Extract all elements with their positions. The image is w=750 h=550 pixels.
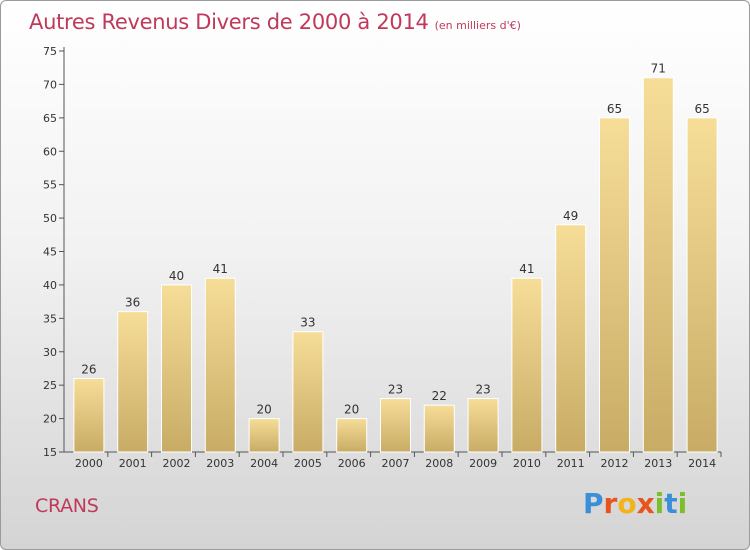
data-label: 49: [563, 209, 578, 223]
y-tick-label: 15: [43, 446, 57, 459]
data-label: 71: [651, 62, 666, 76]
bar: [161, 284, 192, 453]
x-tick-label: 2005: [294, 457, 322, 470]
bar: [599, 117, 630, 453]
data-label: 65: [607, 102, 622, 116]
data-label: 33: [300, 316, 315, 330]
y-tick-label: 75: [43, 45, 57, 58]
x-tick-label: 2008: [425, 457, 453, 470]
x-tick-label: 2010: [513, 457, 541, 470]
x-tick-label: 2003: [206, 457, 234, 470]
data-label: 40: [169, 269, 184, 283]
data-label: 20: [256, 403, 271, 417]
x-tick-label: 2009: [469, 457, 497, 470]
chart-title: Autres Revenus Divers de 2000 à 2014 (en …: [29, 10, 521, 34]
bar: [204, 277, 236, 453]
y-tick-label: 60: [43, 145, 57, 158]
bar: [555, 224, 587, 453]
y-tick-label: 30: [43, 346, 57, 359]
y-tick-label: 55: [43, 179, 57, 192]
x-tick-label: 2007: [382, 457, 410, 470]
commune-name: CRANS: [35, 495, 99, 517]
bar: [73, 377, 105, 453]
bar: [336, 418, 368, 453]
x-tick-label: 2004: [250, 457, 278, 470]
data-label: 20: [344, 403, 359, 417]
data-label: 23: [388, 383, 403, 397]
data-label: 41: [213, 262, 228, 276]
data-label: 36: [125, 296, 140, 310]
chart-title-unit: (en milliers d'€): [434, 19, 521, 32]
data-label: 22: [432, 389, 447, 403]
bar: [117, 311, 149, 453]
x-tick-label: 2014: [688, 457, 716, 470]
chart-title-text: Autres Revenus Divers de 2000 à 2014: [29, 10, 429, 34]
x-tick-label: 2011: [557, 457, 585, 470]
y-tick-label: 65: [43, 112, 57, 125]
proxiti-logo: Proxiti: [583, 487, 688, 520]
y-tick-label: 40: [43, 279, 57, 292]
x-tick-label: 2001: [119, 457, 147, 470]
bar: [686, 117, 718, 453]
bar: [380, 398, 411, 453]
y-tick-label: 45: [43, 246, 57, 259]
data-label: 23: [475, 383, 490, 397]
x-tick-label: 2006: [338, 457, 366, 470]
data-label: 65: [694, 102, 709, 116]
bar: [467, 398, 499, 453]
bar: [423, 404, 455, 453]
bar: [292, 331, 324, 453]
bar: [248, 418, 280, 453]
y-tick-label: 50: [43, 212, 57, 225]
x-tick-label: 2002: [163, 457, 191, 470]
y-tick-label: 35: [43, 312, 57, 325]
data-label: 41: [519, 262, 534, 276]
y-tick-label: 70: [43, 78, 57, 91]
bar: [511, 277, 543, 453]
x-tick-label: 2000: [75, 457, 103, 470]
y-tick-label: 25: [43, 379, 57, 392]
bar: [642, 77, 674, 453]
data-label: 26: [81, 362, 96, 376]
y-tick-label: 20: [43, 413, 57, 426]
x-tick-label: 2013: [644, 457, 672, 470]
x-tick-label: 2012: [601, 457, 629, 470]
